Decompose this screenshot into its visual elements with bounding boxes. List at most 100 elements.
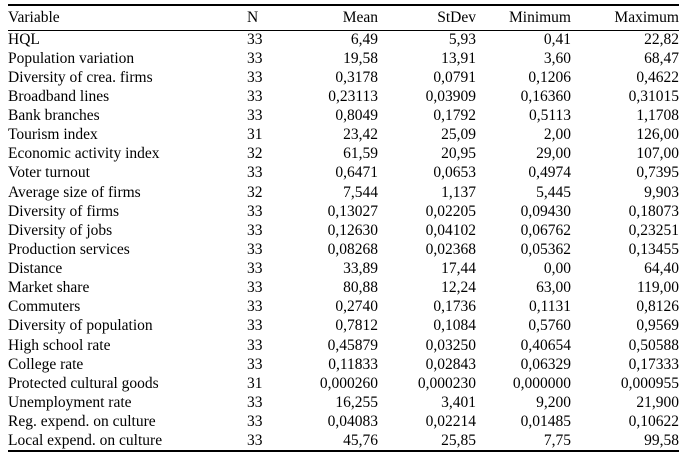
cell-minimum: 0,1131 <box>528 298 571 316</box>
cell-stdev: 0,03909 <box>425 87 476 105</box>
cell-maximum: 0,10622 <box>628 413 679 431</box>
cell-minimum: 0,000000 <box>512 374 571 392</box>
cell-maximum: 1,1708 <box>636 107 679 125</box>
cell-n: 33 <box>247 221 263 239</box>
cell-mean: 0,45879 <box>327 336 378 354</box>
cell-variable: Average size of firms <box>8 183 141 201</box>
cell-mean: 0,000260 <box>319 374 378 392</box>
cell-variable: Production services <box>8 240 130 258</box>
cell-n: 33 <box>247 279 263 297</box>
cell-mean: 0,23113 <box>328 87 378 105</box>
cell-minimum: 9,200 <box>536 393 571 411</box>
table-row: Market share 33 80,88 12,24 63,00 119,00 <box>8 279 679 298</box>
cell-maximum: 9,903 <box>644 183 679 201</box>
cell-n: 33 <box>247 49 263 67</box>
cell-variable: Commuters <box>8 298 81 316</box>
cell-stdev: 0,02205 <box>425 202 476 220</box>
cell-n: 33 <box>247 317 263 335</box>
cell-variable: High school rate <box>8 336 111 354</box>
cell-variable: College rate <box>8 355 84 373</box>
cell-stdev: 12,24 <box>441 279 476 297</box>
cell-maximum: 0,7395 <box>636 164 679 182</box>
cell-n: 33 <box>247 107 263 125</box>
cell-mean: 33,89 <box>343 260 378 278</box>
table-row: Production services 33 0,08268 0,02368 0… <box>8 240 679 259</box>
cell-n: 33 <box>247 202 263 220</box>
column-header-n: N <box>247 8 259 26</box>
cell-minimum: 0,1206 <box>528 68 571 86</box>
cell-maximum: 126,00 <box>636 126 679 144</box>
cell-maximum: 0,8126 <box>636 298 679 316</box>
cell-n: 33 <box>247 30 263 48</box>
cell-maximum: 119,00 <box>636 279 679 297</box>
cell-minimum: 0,00 <box>543 260 571 278</box>
cell-maximum: 22,82 <box>644 30 679 48</box>
cell-n: 33 <box>247 260 263 278</box>
cell-maximum: 0,23251 <box>628 221 679 239</box>
table-row: Protected cultural goods 31 0,000260 0,0… <box>8 374 679 393</box>
cell-variable: Distance <box>8 260 63 278</box>
cell-variable: Population variation <box>8 49 135 67</box>
cell-minimum: 0,05362 <box>520 240 571 258</box>
cell-maximum: 0,4622 <box>636 68 679 86</box>
descriptive-statistics-table: Variable N Mean StDev Minimum Maximum HQ… <box>8 4 679 452</box>
table-row: Local expend. on culture 33 45,76 25,85 … <box>8 432 679 451</box>
cell-stdev: 0,1792 <box>433 107 476 125</box>
cell-minimum: 3,60 <box>543 49 571 67</box>
cell-maximum: 0,50588 <box>628 336 679 354</box>
cell-minimum: 0,41 <box>543 30 571 48</box>
cell-mean: 16,255 <box>335 393 378 411</box>
cell-maximum: 64,40 <box>644 260 679 278</box>
cell-maximum: 0,000955 <box>620 374 679 392</box>
table-row: Broadband lines 33 0,23113 0,03909 0,163… <box>8 87 679 106</box>
cell-minimum: 0,5113 <box>528 107 571 125</box>
table-header-row: Variable N Mean StDev Minimum Maximum <box>8 5 679 30</box>
cell-mean: 0,12630 <box>327 221 378 239</box>
cell-variable: Diversity of jobs <box>8 221 113 239</box>
cell-mean: 0,7812 <box>335 317 378 335</box>
cell-mean: 61,59 <box>343 145 378 163</box>
table-header: Variable N Mean StDev Minimum Maximum <box>8 5 679 30</box>
table-row: HQL 33 6,49 5,93 0,41 22,82 <box>8 30 679 49</box>
cell-stdev: 0,0653 <box>433 164 476 182</box>
cell-stdev: 25,85 <box>441 431 476 449</box>
cell-mean: 0,11833 <box>328 355 378 373</box>
cell-maximum: 107,00 <box>636 145 679 163</box>
cell-variable: Unemployment rate <box>8 393 132 411</box>
table-row: Distance 33 33,89 17,44 0,00 64,40 <box>8 260 679 279</box>
cell-mean: 7,544 <box>343 183 378 201</box>
cell-minimum: 0,09430 <box>520 202 571 220</box>
cell-minimum: 5,445 <box>536 183 571 201</box>
cell-mean: 45,76 <box>343 431 378 449</box>
table-row: Diversity of jobs 33 0,12630 0,04102 0,0… <box>8 221 679 240</box>
cell-stdev: 0,02843 <box>425 355 476 373</box>
column-header-variable: Variable <box>8 8 60 26</box>
cell-variable: Market share <box>8 279 90 297</box>
cell-maximum: 99,58 <box>644 431 679 449</box>
table-row: Unemployment rate 33 16,255 3,401 9,200 … <box>8 393 679 412</box>
cell-n: 33 <box>247 298 263 316</box>
cell-mean: 0,8049 <box>335 107 378 125</box>
table-row: Voter turnout 33 0,6471 0,0653 0,4974 0,… <box>8 164 679 183</box>
cell-n: 33 <box>247 355 263 373</box>
cell-variable: Tourism index <box>8 126 98 144</box>
cell-stdev: 0,02368 <box>425 240 476 258</box>
table-body: HQL 33 6,49 5,93 0,41 22,82 Population v… <box>8 30 679 451</box>
table-row: Population variation 33 19,58 13,91 3,60… <box>8 49 679 68</box>
cell-minimum: 0,06329 <box>520 355 571 373</box>
table-row: Reg. expend. on culture 33 0,04083 0,022… <box>8 413 679 432</box>
table-row: College rate 33 0,11833 0,02843 0,06329 … <box>8 355 679 374</box>
cell-maximum: 68,47 <box>644 49 679 67</box>
cell-minimum: 29,00 <box>536 145 571 163</box>
cell-n: 33 <box>247 431 263 449</box>
cell-variable: Diversity of firms <box>8 202 120 220</box>
cell-minimum: 63,00 <box>536 279 571 297</box>
cell-variable: Protected cultural goods <box>8 374 159 392</box>
cell-minimum: 0,40654 <box>520 336 571 354</box>
cell-maximum: 0,17333 <box>628 355 679 373</box>
cell-n: 31 <box>247 374 263 392</box>
table-row: Diversity of crea. firms 33 0,3178 0,079… <box>8 68 679 87</box>
cell-stdev: 0,03250 <box>425 336 476 354</box>
cell-n: 33 <box>247 164 263 182</box>
cell-minimum: 0,06762 <box>520 221 571 239</box>
